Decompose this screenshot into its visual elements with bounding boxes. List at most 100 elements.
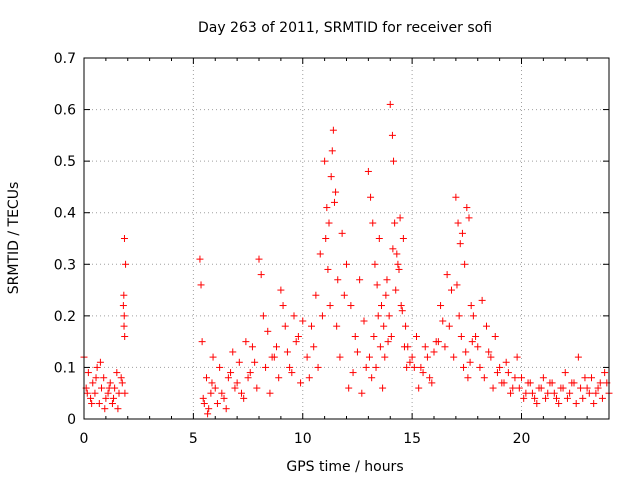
data-point [460, 363, 468, 371]
data-point [396, 214, 404, 222]
data-point [450, 353, 458, 361]
data-point [390, 157, 398, 165]
data-point [288, 369, 296, 377]
data-point [322, 235, 330, 242]
data-point [213, 400, 221, 408]
data-point [196, 255, 204, 263]
data-point [347, 302, 355, 310]
data-point [596, 379, 604, 387]
data-point [483, 322, 490, 330]
data-point [117, 374, 125, 382]
data-point [199, 394, 207, 402]
data-point [120, 322, 128, 330]
data-point [204, 410, 212, 418]
data-point [93, 363, 101, 371]
data-point [387, 332, 395, 340]
data-point [233, 379, 241, 387]
data-point [480, 374, 488, 382]
data-point [105, 384, 113, 392]
data-point [455, 312, 463, 320]
data-point [294, 332, 302, 340]
data-point [581, 374, 589, 382]
data-point [84, 369, 92, 377]
data-point [382, 291, 390, 299]
axis-ticks [83, 57, 609, 420]
data-point [397, 302, 405, 310]
data-point [235, 358, 243, 366]
data-point [467, 302, 475, 310]
data-point [358, 389, 366, 397]
data-point [362, 363, 370, 371]
data-point [400, 343, 408, 351]
data-point [89, 379, 97, 387]
data-point [208, 379, 216, 387]
data-point [91, 389, 99, 397]
data-point [588, 374, 595, 382]
data-point [555, 400, 563, 408]
data-point [394, 260, 402, 268]
data-point [122, 260, 130, 268]
data-point [326, 302, 334, 310]
data-point [205, 405, 213, 413]
data-point [98, 384, 105, 392]
data-point [546, 379, 554, 387]
data-point [238, 389, 245, 397]
data-point [474, 343, 482, 351]
data-point [559, 384, 567, 392]
data-point [432, 338, 440, 346]
data-point [408, 353, 416, 361]
data-point [222, 405, 230, 413]
data-point [277, 286, 285, 294]
data-point [513, 353, 521, 361]
data-point [464, 374, 472, 382]
data-point [572, 400, 580, 408]
data-point [391, 219, 399, 227]
data-point [374, 312, 382, 320]
data-point [92, 374, 100, 382]
data-point [476, 363, 484, 371]
data-point [120, 235, 128, 242]
x-tick-label: 10 [294, 431, 312, 447]
data-point [574, 353, 582, 361]
data-point [417, 363, 425, 371]
data-point [360, 317, 368, 325]
y-tick-label: 0.1 [54, 360, 76, 376]
data-point [528, 389, 536, 397]
data-point [108, 400, 116, 408]
data-point [563, 394, 571, 402]
y-tick-labels: 0 0.1 0.2 0.3 0.4 0.5 0.6 0.7 [54, 51, 76, 428]
data-points [80, 100, 613, 418]
data-point [353, 348, 361, 356]
data-point [334, 276, 342, 284]
data-point [376, 343, 384, 351]
data-point [120, 291, 128, 299]
data-point [371, 260, 379, 268]
data-point [402, 322, 410, 330]
y-tick-label: 0.3 [54, 257, 76, 273]
data-point [343, 260, 350, 268]
data-point [259, 312, 267, 320]
data-point [509, 384, 517, 392]
data-point [462, 348, 470, 356]
data-point [83, 389, 91, 397]
data-point [601, 369, 609, 377]
data-point [524, 379, 532, 387]
data-point [113, 369, 121, 377]
data-point [373, 281, 381, 289]
data-point [325, 219, 333, 227]
data-point [327, 173, 335, 181]
data-point [598, 394, 606, 402]
data-point [255, 255, 263, 263]
data-point [392, 286, 400, 294]
data-point [96, 358, 104, 366]
data-point [393, 250, 401, 258]
data-point [305, 374, 313, 382]
data-point [395, 265, 403, 273]
data-point [279, 302, 287, 310]
data-point [102, 394, 110, 402]
data-point [568, 379, 576, 387]
data-point [323, 204, 331, 212]
grid-lines [84, 58, 609, 419]
data-point [583, 384, 591, 392]
data-point [489, 384, 497, 392]
